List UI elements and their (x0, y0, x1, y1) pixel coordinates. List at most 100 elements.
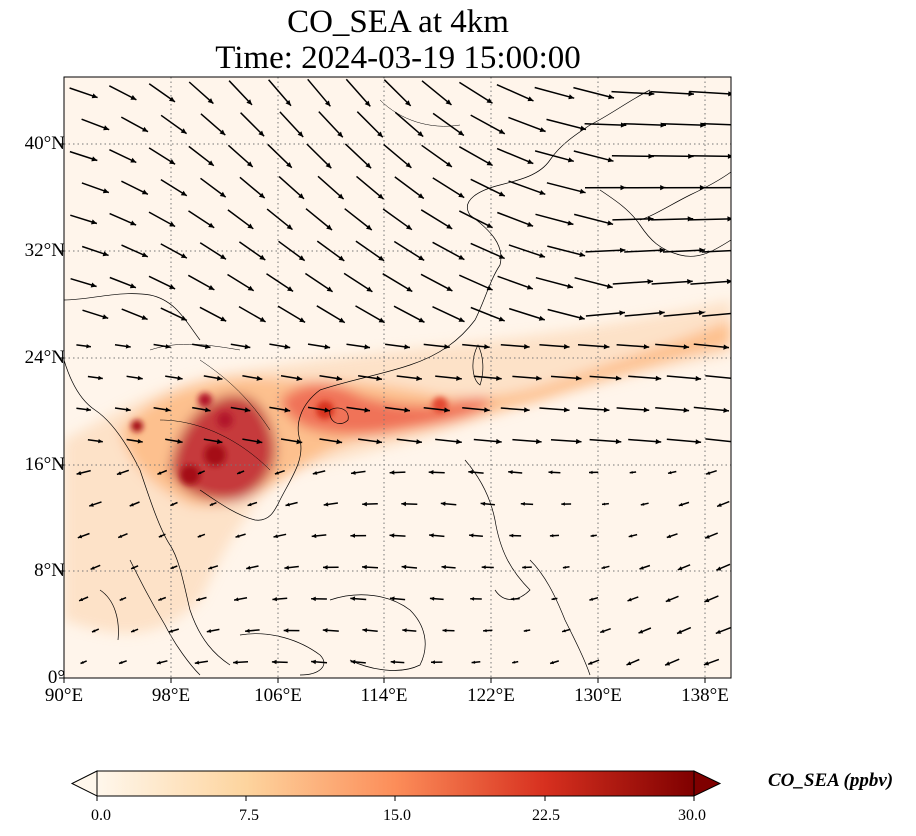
wind-arrow-head (351, 470, 356, 475)
wind-arrow-head (311, 659, 316, 665)
wind-arrow-head (366, 224, 372, 230)
wind-arrow-head (470, 597, 475, 601)
wind-arrow-head (638, 629, 644, 634)
wind-arrow-head (446, 223, 453, 229)
wind-arrow-shaft (470, 306, 505, 322)
wind-arrow-shaft (662, 122, 706, 126)
wind-arrow-head (444, 344, 450, 350)
wind-arrow-head (706, 471, 711, 475)
wind-arrow-shaft (612, 280, 654, 285)
wind-arrow-head (458, 130, 464, 136)
wind-arrow-head (271, 659, 277, 665)
wind-arrow-head (456, 375, 462, 381)
wind-arrow-head (608, 94, 614, 100)
wind-arrow-shaft (574, 276, 613, 289)
wind-arrow-head (246, 565, 251, 570)
wind-arrow-shaft (624, 311, 665, 317)
wind-arrow-head (575, 375, 582, 381)
wind-arrow-head (129, 503, 134, 507)
wind-arrow-head (498, 191, 505, 197)
wind-arrow-head (735, 439, 741, 444)
wind-arrow-head (567, 283, 573, 289)
wind-arrow-shaft (700, 122, 731, 126)
wind-arrow-head (486, 98, 493, 104)
wind-arrow-shaft (628, 438, 662, 443)
wind-arrow-head (510, 597, 515, 601)
wind-arrow-head (326, 286, 333, 292)
lat-tick-24n: 24°N (24, 347, 65, 368)
wind-arrow-head (660, 122, 666, 128)
wind-arrow-shaft (421, 80, 452, 106)
wind-arrow-shaft (420, 273, 453, 292)
lon-tick-90e: 90°E (44, 685, 84, 706)
wind-arrow-head (180, 315, 187, 321)
wind-arrow-head (536, 375, 542, 381)
wind-arrow-shaft (421, 144, 453, 168)
wind-arrow-head (695, 375, 702, 382)
wind-arrow-shaft (279, 111, 304, 138)
wind-arrow-head (297, 131, 304, 137)
wind-arrow-shaft (394, 111, 424, 138)
wind-arrow-shaft (458, 274, 493, 291)
wind-arrow-head (102, 314, 109, 320)
wind-arrow-head (687, 216, 694, 222)
wind-arrow-shaft (508, 244, 546, 258)
wind-arrow-head (659, 247, 666, 253)
wind-arrow-head (207, 98, 214, 104)
wind-arrow-shaft (689, 154, 731, 158)
wind-arrow-head (169, 221, 176, 227)
wind-arrow-shaft (227, 144, 254, 168)
wind-arrow-shaft (432, 177, 465, 199)
colorbar-extend-max (693, 770, 722, 797)
wind-arrow-shaft (547, 308, 585, 320)
wind-arrow-shaft (663, 311, 705, 317)
wind-arrow-head (165, 407, 171, 413)
wind-arrow-shaft (318, 111, 344, 138)
wind-arrow-head (286, 224, 293, 230)
wind-arrow-head (102, 188, 109, 194)
wind-arrow-head (445, 99, 452, 105)
wind-arrow-head (244, 344, 251, 350)
wind-arrow-head (677, 629, 682, 634)
wind-arrow-head (80, 661, 84, 664)
wind-arrow-shaft (547, 245, 586, 257)
wind-arrow-head (468, 469, 473, 475)
coastlines (64, 89, 731, 676)
wind-arrow-head (416, 439, 422, 445)
wind-arrow-shaft (316, 305, 346, 324)
wind-arrow-head (539, 190, 546, 195)
wind-arrow-shaft (689, 90, 731, 95)
wind-arrow-head (244, 407, 251, 413)
wind-arrow-shaft (508, 307, 546, 321)
wind-arrow-head (683, 407, 690, 413)
wind-arrow-head (98, 439, 103, 444)
wind-arrow-head (284, 407, 291, 413)
wind-arrow-head (404, 407, 410, 413)
wind-arrow-head (640, 502, 645, 506)
wind-arrow-head (402, 628, 407, 633)
wind-arrow-head (615, 375, 622, 381)
wind-arrow-head (620, 185, 626, 191)
wind-arrow-head (286, 162, 292, 168)
wind-arrow-shaft (496, 147, 534, 165)
wind-arrow-shaft (508, 180, 546, 196)
wind-arrow-head (336, 439, 343, 445)
wind-arrow-head (601, 565, 605, 569)
wind-arrow-head (137, 375, 143, 381)
wind-arrow-head (527, 221, 534, 227)
wind-arrow-head (416, 375, 422, 381)
wind-arrow-shaft (705, 374, 731, 380)
wind-arrow-head (549, 534, 554, 538)
map-title-line2: Time: 2024-03-19 15:00:00 (215, 40, 581, 76)
wind-arrow-head (458, 254, 465, 260)
wind-arrow-head (220, 316, 227, 322)
wind-arrow-shaft (268, 79, 292, 107)
wind-arrow-shaft (470, 242, 506, 260)
wind-arrow-head (404, 344, 410, 350)
wind-arrow-shaft (662, 249, 705, 253)
map-title-line1: CO_SEA at 4km (287, 4, 509, 40)
wind-arrow-head (580, 125, 586, 131)
wind-arrow-head (259, 254, 266, 260)
wind-arrow-head (522, 565, 526, 569)
wind-arrow-shaft (316, 240, 345, 262)
